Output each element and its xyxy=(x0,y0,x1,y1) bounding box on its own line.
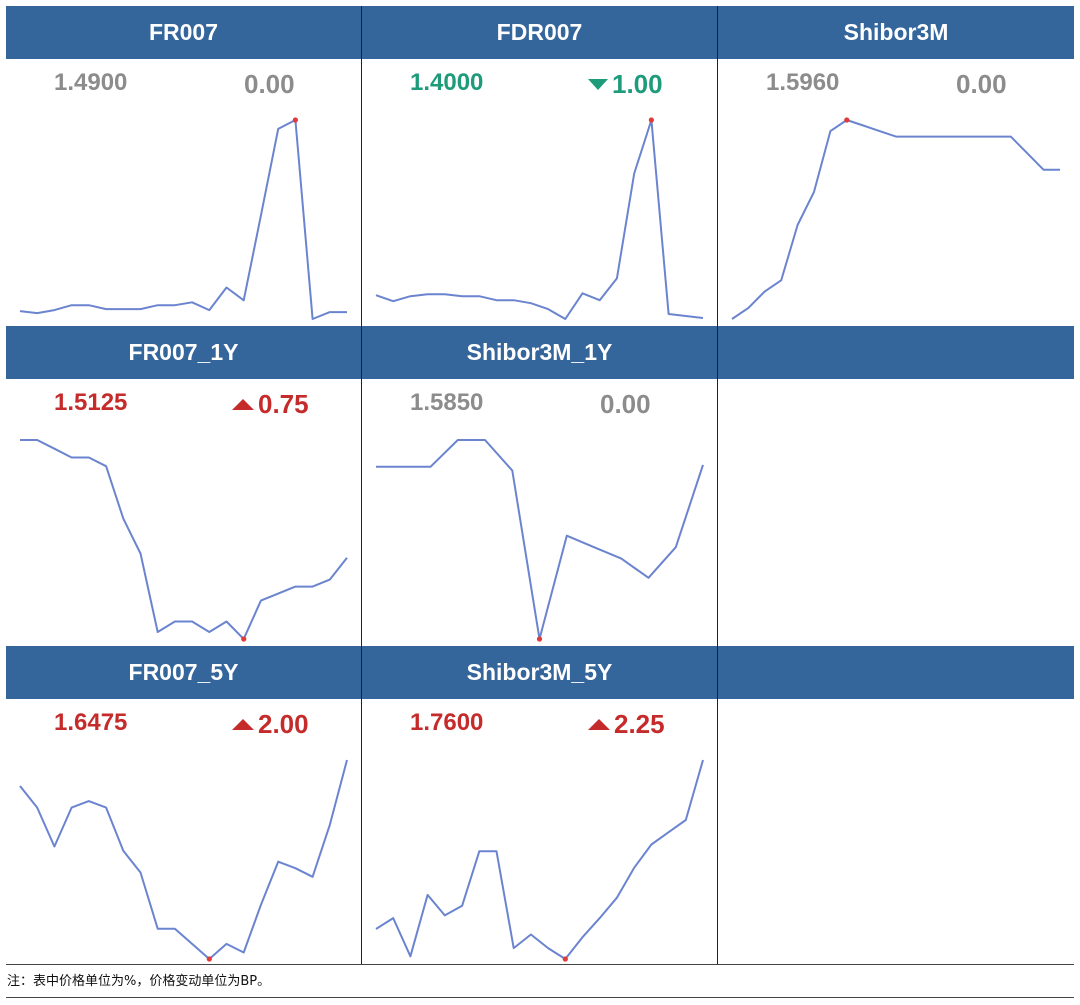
footnote: 注：表中价格单位为%，价格变动单位为BP。 xyxy=(7,974,271,989)
change-arrow-icon xyxy=(588,718,610,730)
rate-value: 1.5850 xyxy=(410,389,484,416)
rate-value: 1.6475 xyxy=(54,709,128,736)
extreme-point xyxy=(206,956,212,962)
sparkline xyxy=(20,439,348,642)
change-text: 0.00 xyxy=(600,389,651,419)
change-text: 2.25 xyxy=(614,709,665,739)
rate-change: 2.00 xyxy=(232,709,309,740)
panel-title: FR007_5Y xyxy=(6,646,361,699)
panel-fdr007: FDR007 1.4000 1.00 xyxy=(362,6,717,325)
extreme-point xyxy=(536,636,543,642)
series-line xyxy=(375,759,704,960)
panel-title: Shibor3M_1Y xyxy=(362,326,717,379)
rate-value: 1.4900 xyxy=(54,69,128,96)
change-text: 1.00 xyxy=(612,69,663,99)
extreme-point xyxy=(844,117,850,123)
divider-footer xyxy=(6,997,1074,998)
rate-change: 0.75 xyxy=(232,389,309,420)
panel-title-empty xyxy=(718,646,1074,699)
panel-title: FR007_1Y xyxy=(6,326,361,379)
panel-empty xyxy=(718,326,1074,645)
rate-value: 1.4000 xyxy=(410,69,484,96)
series-line xyxy=(19,759,348,960)
sparkline xyxy=(19,759,348,962)
panel-shibor3m-1y: Shibor3M_1Y 1.5850 0.00 xyxy=(362,326,717,645)
panel-title: Shibor3M_5Y xyxy=(362,646,717,699)
series-line xyxy=(19,119,347,320)
change-arrow-icon xyxy=(232,718,254,730)
rate-change: 2.25 xyxy=(588,709,665,740)
rate-value: 1.5125 xyxy=(54,389,128,416)
sparkline xyxy=(375,759,704,962)
change-text: 0.00 xyxy=(244,69,295,99)
sparkline xyxy=(376,439,704,642)
change-arrow-icon xyxy=(588,78,608,90)
change-text: 0.75 xyxy=(258,389,309,419)
divider-vertical xyxy=(717,6,718,965)
panel-fr007: FR007 1.4900 0.00 xyxy=(6,6,361,325)
series-line xyxy=(375,119,704,320)
panel-fr007-5y: FR007_5Y 1.6475 2.00 xyxy=(6,646,361,965)
panel-title: Shibor3M xyxy=(718,6,1074,59)
rate-change: 0.00 xyxy=(956,69,1007,100)
extreme-point xyxy=(241,636,247,642)
sparkline xyxy=(375,117,704,320)
panel-title: FDR007 xyxy=(362,6,717,59)
change-text: 2.00 xyxy=(258,709,309,739)
divider-vertical xyxy=(361,6,362,965)
chart-grid: FR007 1.4900 0.00 FDR007 1.4000 1.00 Shi… xyxy=(6,6,1074,965)
rate-value: 1.7600 xyxy=(410,709,484,736)
extreme-point xyxy=(562,956,568,962)
panel-fr007-1y: FR007_1Y 1.5125 0.75 xyxy=(6,326,361,645)
rate-change: 0.00 xyxy=(244,69,295,100)
rate-value: 1.5960 xyxy=(766,69,840,96)
series-line xyxy=(376,439,704,640)
panel-title: FR007 xyxy=(6,6,361,59)
series-line xyxy=(20,439,348,640)
panel-empty xyxy=(718,646,1074,965)
extreme-point xyxy=(648,117,654,123)
rate-change: 0.00 xyxy=(600,389,651,420)
rate-change: 1.00 xyxy=(588,69,663,100)
change-text: 0.00 xyxy=(956,69,1007,99)
panel-title-empty xyxy=(718,326,1074,379)
sparkline xyxy=(731,117,1060,320)
panel-shibor3m-5y: Shibor3M_5Y 1.7600 2.25 xyxy=(362,646,717,965)
sparkline xyxy=(19,117,347,320)
series-line xyxy=(731,119,1060,320)
panel-shibor3m: Shibor3M 1.5960 0.00 xyxy=(718,6,1074,325)
divider-bottom xyxy=(6,964,1074,965)
change-arrow-icon xyxy=(232,398,254,410)
extreme-point xyxy=(292,117,298,123)
